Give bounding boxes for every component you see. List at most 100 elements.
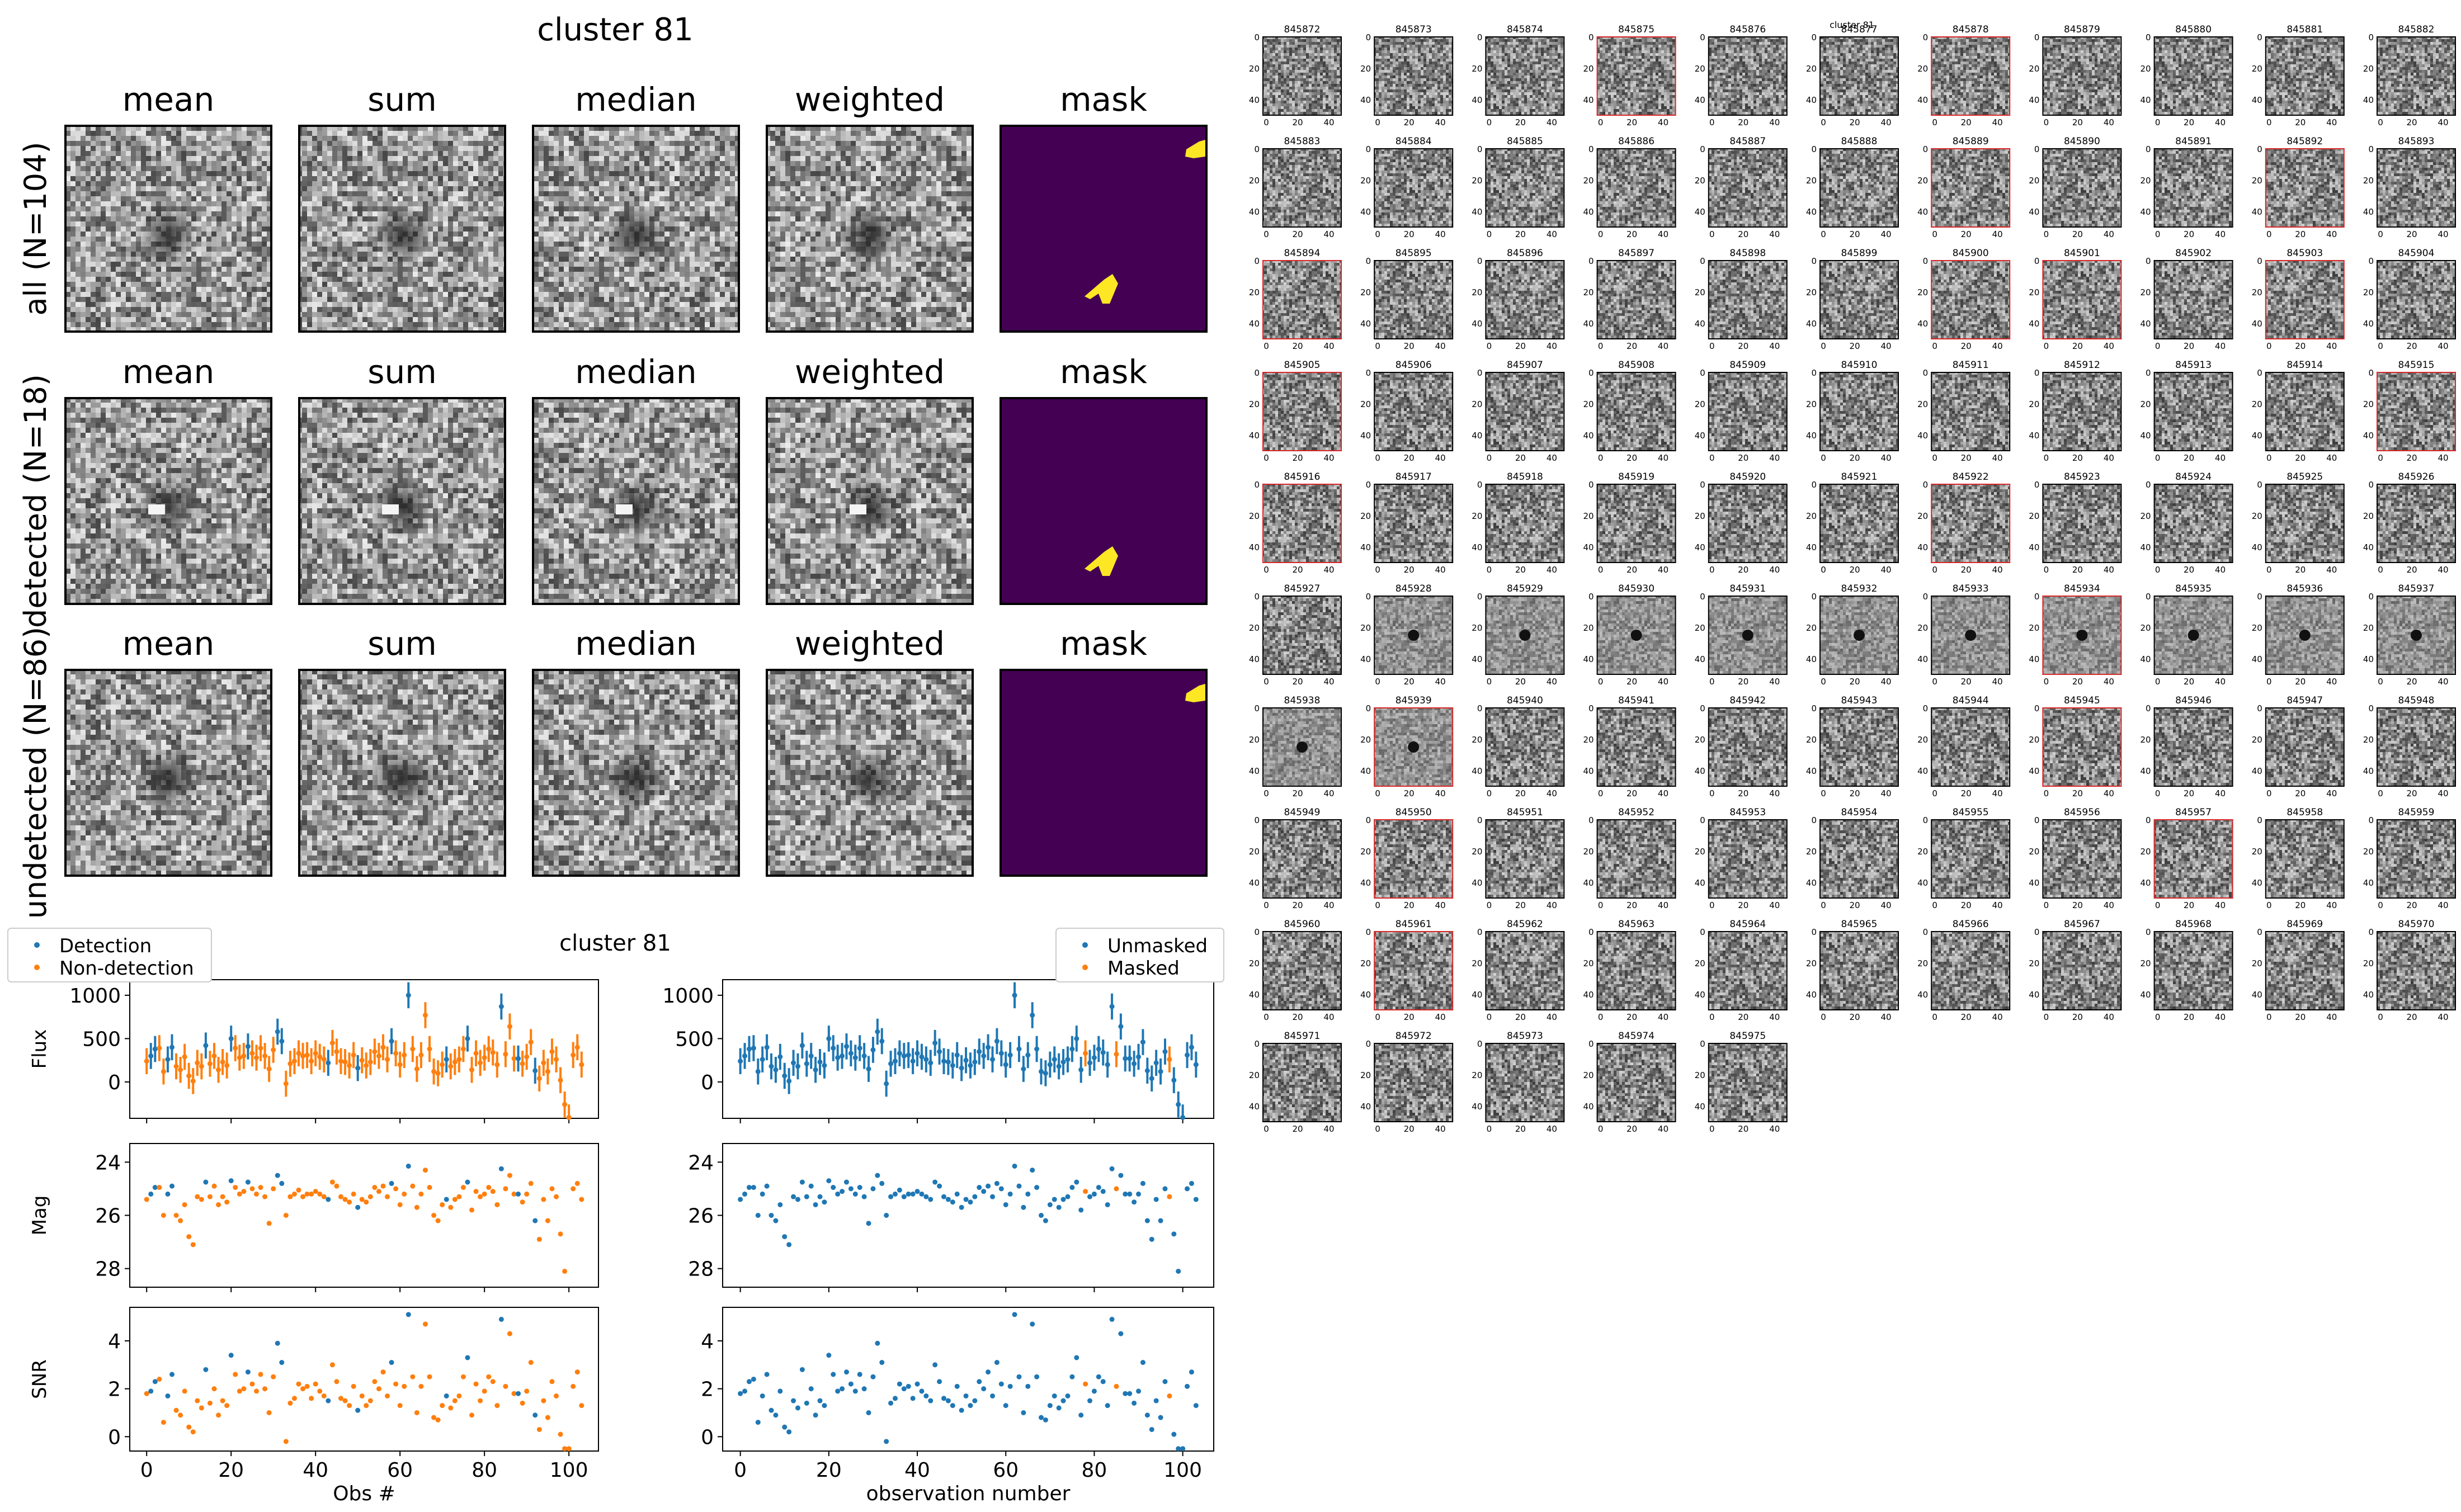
cutout-image (1597, 149, 1676, 227)
cutout-xtick-label: 20 (2406, 565, 2417, 575)
data-point (452, 1059, 458, 1065)
data-point (233, 1372, 238, 1377)
cutout-xtick-label: 40 (1323, 341, 1334, 351)
data-point (977, 1185, 982, 1190)
cutout-ytick-label: 0 (2146, 256, 2151, 266)
stamp-column-label: sum (367, 625, 436, 663)
data-point (566, 1114, 572, 1120)
cutout-ytick-label: 0 (1366, 32, 1371, 42)
data-point (1136, 1388, 1142, 1394)
data-point (203, 1043, 209, 1048)
data-point (498, 1316, 504, 1322)
data-point (157, 1377, 162, 1382)
cutout-xtick-label: 40 (2326, 900, 2337, 910)
cutout-xtick-label: 40 (1880, 900, 1891, 910)
cutout-xtick-label: 20 (1738, 1124, 1748, 1134)
data-point (224, 1062, 230, 1068)
cutout-frame (2153, 596, 2233, 675)
cutout-frame (1931, 931, 2011, 1010)
data-point (144, 1197, 149, 1202)
data-point (901, 1053, 907, 1059)
data-point (317, 1388, 323, 1394)
data-point (932, 1040, 938, 1046)
data-point (1105, 1403, 1110, 1409)
data-point (1065, 1194, 1071, 1199)
cutout-ytick-label: 20 (1472, 1070, 1482, 1080)
data-point (932, 1179, 938, 1185)
data-point (317, 1191, 323, 1197)
data-point (906, 1191, 911, 1197)
cutout-xtick-label: 0 (2044, 117, 2049, 127)
cutout-xtick-label: 40 (2215, 565, 2226, 575)
data-point (1091, 1055, 1097, 1060)
data-point (393, 1186, 399, 1192)
data-point (173, 1064, 179, 1069)
cutout-xtick-label: 40 (2215, 1012, 2226, 1022)
cutout-frame (1819, 707, 1899, 787)
cutout-ytick-label: 20 (1472, 958, 1482, 968)
data-point (866, 1410, 871, 1415)
data-point (1127, 1056, 1133, 1061)
data-point (469, 1067, 475, 1072)
cutout-xtick-label: 40 (2104, 565, 2114, 575)
cutout-ytick-label: 40 (2363, 766, 2374, 776)
data-point (813, 1412, 818, 1418)
data-point (258, 1372, 263, 1377)
cutout-ytick-label: 0 (1588, 32, 1594, 42)
cutout-ytick-label: 20 (2363, 399, 2374, 409)
data-point (258, 1045, 263, 1051)
data-point (190, 1429, 196, 1435)
cutout-ytick-label: 40 (1695, 95, 1705, 105)
cutout-id-label: 845948 (2398, 695, 2435, 706)
cutout-ytick-label: 40 (1806, 95, 1817, 105)
cutout-image (1820, 820, 1898, 898)
data-point (220, 1059, 225, 1065)
cutout-xtick-label: 20 (2184, 341, 2194, 351)
stamp-row-label: undetected (N=86) (18, 627, 53, 919)
data-point (207, 1400, 213, 1406)
cutout-ytick-label: 20 (2029, 399, 2039, 409)
cutout-xtick-label: 40 (1769, 565, 1780, 575)
ytick-label: 500 (82, 1028, 121, 1051)
cutout-id-label: 845875 (1618, 24, 1654, 35)
cutout-image (1263, 372, 1341, 451)
cutout-ytick-label: 40 (2029, 95, 2039, 105)
cutout-xtick-label: 0 (2155, 788, 2161, 798)
cutout-xtick-label: 0 (1821, 677, 1826, 687)
data-point (338, 1396, 343, 1401)
data-point (910, 1396, 916, 1401)
data-point (329, 1040, 335, 1046)
cutout-ytick-label: 0 (2257, 368, 2262, 378)
data-point (1136, 1191, 1142, 1197)
cutout-xtick-label: 0 (1709, 117, 1715, 127)
data-point (469, 1207, 475, 1213)
cutout-ytick-label: 20 (1249, 735, 1260, 745)
cutout-xtick-label: 20 (2184, 900, 2194, 910)
data-point (207, 1061, 213, 1066)
cutout-image (1597, 932, 1676, 1010)
cutout-image (2377, 149, 2455, 227)
cutout-ytick-label: 0 (2257, 32, 2262, 42)
data-point (178, 1067, 183, 1072)
cutout-xtick-label: 20 (2184, 117, 2194, 127)
cutout-id-label: 845905 (1284, 360, 1321, 371)
cutout-xtick-label: 0 (1821, 341, 1826, 351)
cutout-ytick-label: 40 (1583, 431, 1594, 441)
cutout-image (1486, 372, 1564, 451)
y-axis-label: Flux (29, 1029, 51, 1069)
data-point (486, 1046, 492, 1052)
cutout-frame (1374, 260, 1454, 339)
data-point (791, 1194, 796, 1199)
cutout-image (1263, 37, 1341, 115)
residual-spot (382, 504, 399, 514)
cutout-xtick-label: 20 (1626, 229, 1637, 239)
xtick-label: 0 (734, 1459, 747, 1482)
cutout-xtick-label: 0 (2378, 341, 2383, 351)
